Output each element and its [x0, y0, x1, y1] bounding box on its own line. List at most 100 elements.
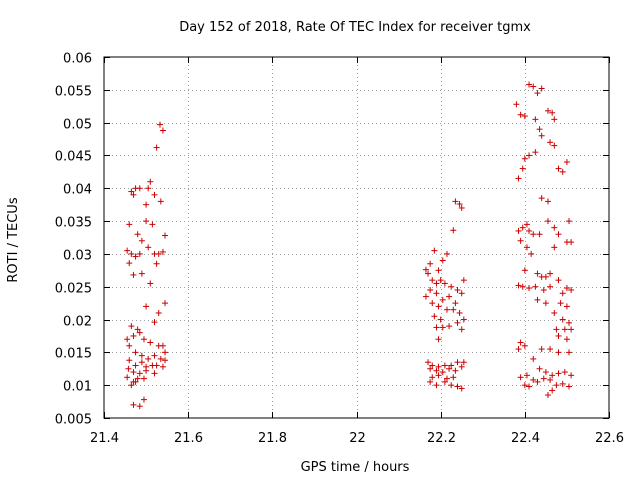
- data-point: [534, 296, 541, 303]
- data-point: [549, 387, 556, 394]
- data-point: [151, 370, 158, 377]
- data-point: [143, 201, 150, 208]
- data-point: [528, 250, 535, 257]
- data-point: [446, 293, 453, 300]
- data-point: [452, 300, 459, 307]
- data-point: [433, 280, 440, 287]
- data-point: [151, 352, 158, 359]
- data-point: [147, 280, 154, 287]
- data-point: [458, 385, 465, 392]
- data-point: [540, 375, 547, 382]
- data-point: [124, 336, 131, 343]
- data-point: [563, 303, 570, 310]
- data-point: [452, 198, 459, 205]
- data-point: [513, 101, 520, 108]
- data-point: [540, 287, 547, 294]
- data-point: [429, 300, 436, 307]
- data-point: [526, 227, 533, 234]
- data-point: [433, 382, 440, 389]
- data-point: [124, 247, 131, 254]
- data-point: [439, 296, 446, 303]
- data-point: [460, 316, 467, 323]
- data-point: [563, 285, 570, 292]
- data-point: [130, 271, 137, 278]
- data-point: [425, 359, 432, 366]
- x-tick-label: 22.6: [595, 431, 624, 446]
- data-point: [153, 260, 160, 267]
- data-point: [149, 221, 156, 228]
- data-point: [134, 231, 141, 238]
- data-point: [134, 326, 141, 333]
- data-point: [460, 359, 467, 366]
- data-point: [458, 290, 465, 297]
- data-point: [446, 365, 453, 372]
- data-point: [517, 374, 524, 381]
- data-point: [143, 303, 150, 310]
- data-point: [431, 313, 438, 320]
- y-tick-label: 0.035: [55, 216, 92, 231]
- data-point: [563, 159, 570, 166]
- data-point: [566, 349, 573, 356]
- data-point: [530, 355, 537, 362]
- data-point: [124, 374, 131, 381]
- data-point: [454, 319, 461, 326]
- data-point: [458, 204, 465, 211]
- data-point: [435, 372, 442, 379]
- data-point: [159, 363, 166, 370]
- data-point: [551, 224, 558, 231]
- data-point: [456, 309, 463, 316]
- data-point: [448, 362, 455, 369]
- data-point: [143, 218, 150, 225]
- data-point: [433, 367, 440, 374]
- data-point: [538, 132, 545, 139]
- data-point: [526, 383, 533, 390]
- data-point: [538, 195, 545, 202]
- data-point: [155, 309, 162, 316]
- data-point: [155, 250, 162, 257]
- data-point: [427, 287, 434, 294]
- data-point: [553, 382, 560, 389]
- data-point: [128, 323, 135, 330]
- data-point: [448, 382, 455, 389]
- data-point: [126, 221, 133, 228]
- y-tick-label: 0.04: [63, 183, 92, 198]
- data-point: [568, 326, 575, 333]
- data-point: [450, 306, 457, 313]
- y-tick-label: 0.045: [55, 150, 92, 165]
- data-point: [151, 319, 158, 326]
- data-point: [126, 260, 133, 267]
- data-point: [450, 374, 457, 381]
- data-point: [523, 372, 530, 379]
- data-point: [439, 257, 446, 264]
- data-point: [128, 382, 135, 389]
- data-point: [544, 198, 551, 205]
- data-point: [568, 239, 575, 246]
- data-point: [156, 121, 163, 128]
- data-point: [125, 365, 132, 372]
- data-point: [136, 250, 143, 257]
- data-point: [547, 376, 554, 383]
- y-tick-label: 0.02: [63, 315, 92, 330]
- data-point: [130, 369, 137, 376]
- data-point: [431, 247, 438, 254]
- data-point: [559, 168, 566, 175]
- plot-frame: [103, 56, 610, 419]
- data-point: [429, 277, 436, 284]
- data-point: [162, 349, 169, 356]
- data-point: [526, 81, 533, 88]
- data-point: [521, 382, 528, 389]
- data-point: [542, 300, 549, 307]
- data-point: [458, 363, 465, 370]
- data-point: [538, 346, 545, 353]
- data-point: [544, 218, 551, 225]
- data-point: [460, 277, 467, 284]
- data-point: [530, 376, 537, 383]
- data-point: [526, 152, 533, 159]
- data-point: [159, 342, 166, 349]
- data-point: [526, 285, 533, 292]
- data-point: [140, 396, 147, 403]
- data-point: [555, 332, 562, 339]
- data-point: [441, 362, 448, 369]
- data-point: [517, 111, 524, 118]
